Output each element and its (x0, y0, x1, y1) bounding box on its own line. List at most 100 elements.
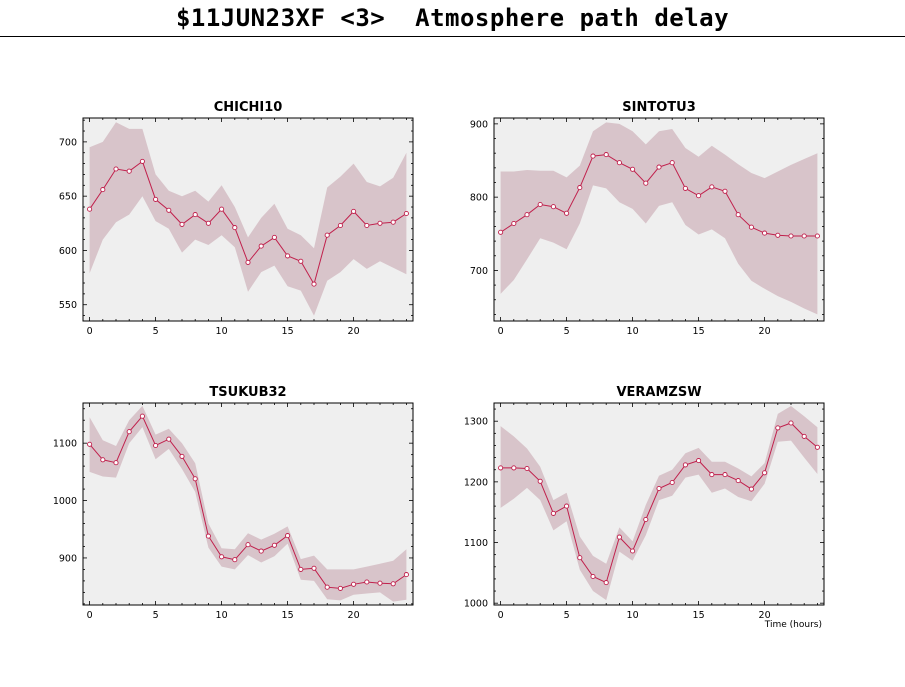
uncertainty-band (500, 406, 818, 601)
data-point (324, 584, 330, 590)
x-axis-label: Time (hours) (764, 620, 822, 630)
data-point (258, 548, 264, 554)
data-point (577, 555, 583, 561)
data-point (377, 580, 383, 586)
data-point (219, 554, 225, 560)
x-tick-label: 10 (627, 610, 639, 621)
data-point (814, 233, 820, 239)
x-tick-label: 10 (216, 610, 228, 621)
data-point (550, 204, 556, 210)
title-divider (0, 36, 905, 37)
data-point (179, 453, 185, 459)
data-point (748, 224, 754, 230)
data-point (788, 420, 794, 426)
data-point (643, 516, 649, 523)
x-tick-label: 10 (627, 326, 639, 337)
data-point (577, 185, 583, 191)
chart-panel-tsukub32: 0 5 10 15 20 900 1000 1100 TSUKUB32 (53, 385, 414, 621)
x-tick-label: 15 (282, 326, 294, 337)
page-title: $11JUN23XF <3> Atmosphere path delay (175, 4, 730, 32)
data-point (126, 168, 132, 174)
chart-title: TSUKUB32 (209, 385, 286, 400)
y-tick-label: 1100 (53, 439, 77, 450)
x-tick-label: 5 (564, 610, 570, 621)
data-point (630, 166, 636, 172)
data-point (245, 259, 251, 265)
data-point (324, 232, 330, 238)
chart-title: SINTOTU3 (622, 100, 695, 115)
data-point (603, 580, 609, 586)
data-point (696, 458, 702, 464)
data-point (643, 180, 649, 186)
data-point (524, 212, 530, 218)
data-point (498, 465, 504, 471)
x-tick-label: 10 (216, 326, 228, 337)
data-point (298, 566, 304, 572)
data-point (564, 210, 570, 216)
chart-panel-veramzsw: 0 5 10 15 20 1000 1100 1200 1300 VERAMZSW Time (ho… (464, 385, 825, 630)
x-tick-label: 15 (693, 610, 705, 621)
data-point (511, 220, 517, 227)
data-point (590, 153, 596, 159)
data-point (139, 158, 145, 164)
x-tick-label: 5 (153, 610, 159, 621)
data-point (364, 222, 370, 229)
x-tick-label: 0 (87, 326, 93, 337)
data-point (403, 572, 409, 578)
data-point (285, 533, 291, 539)
data-point (735, 478, 741, 484)
y-tick-label: 700 (470, 266, 488, 277)
data-point (801, 433, 807, 439)
data-point (100, 187, 106, 193)
data-point (100, 457, 106, 463)
data-point (364, 579, 370, 585)
x-tick-label: 20 (348, 326, 360, 337)
data-point (271, 542, 277, 548)
data-point (511, 465, 517, 471)
data-point (616, 534, 622, 540)
data-point (390, 581, 396, 587)
data-point (311, 565, 317, 571)
y-tick-label: 1000 (53, 496, 77, 507)
data-point (801, 233, 807, 239)
x-tick-label: 20 (759, 326, 771, 337)
data-point (166, 207, 172, 213)
data-point (669, 479, 675, 486)
data-point (537, 478, 543, 484)
data-point (337, 585, 343, 591)
data-point (258, 243, 264, 249)
data-point (775, 232, 781, 238)
data-point (153, 196, 159, 202)
x-tick-label: 15 (282, 610, 294, 621)
data-point (205, 533, 211, 539)
y-tick-label: 600 (59, 246, 77, 257)
data-point (590, 573, 596, 580)
data-point (669, 160, 675, 166)
data-point (814, 444, 820, 450)
data-point (192, 212, 198, 218)
y-tick-label: 800 (470, 193, 488, 204)
data-point (748, 486, 754, 492)
data-point (735, 212, 741, 218)
data-point (616, 160, 622, 166)
data-point (603, 152, 609, 158)
data-point (285, 253, 291, 259)
x-tick-label: 0 (498, 610, 504, 621)
uncertainty-band (89, 405, 407, 602)
chart-title: VERAMZSW (616, 385, 701, 400)
chart-panel-sintotu3: 0 5 10 15 20 700 800 900 SINTOTU3 (470, 100, 825, 337)
x-tick-label: 5 (564, 326, 570, 337)
x-tick-label: 15 (693, 326, 705, 337)
data-point (377, 220, 383, 226)
data-point (245, 542, 251, 548)
data-point (298, 258, 304, 264)
data-point (762, 230, 768, 236)
y-tick-label: 550 (59, 300, 77, 311)
data-point (337, 222, 343, 229)
data-point (656, 485, 662, 492)
data-point (390, 219, 396, 225)
uncertainty-band (500, 122, 818, 315)
data-point (403, 210, 409, 217)
data-point (524, 465, 530, 472)
y-tick-label: 900 (59, 553, 77, 564)
